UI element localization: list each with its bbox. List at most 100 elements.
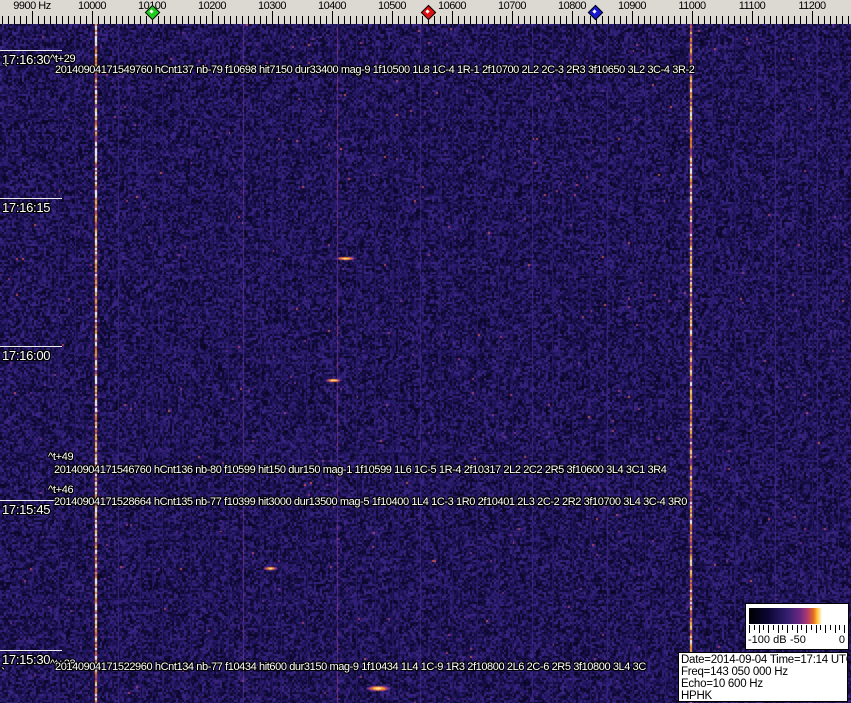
freq-tick — [542, 16, 543, 24]
freq-tick — [212, 11, 213, 24]
freq-tick — [284, 16, 285, 24]
freq-tick — [704, 16, 705, 24]
freq-axis-label: 11200 — [798, 0, 826, 12]
freq-tick — [86, 16, 87, 24]
colorbar-tick — [839, 625, 841, 630]
freq-tick — [644, 16, 645, 24]
freq-tick — [512, 11, 513, 24]
freq-tick — [296, 16, 297, 24]
freq-tick — [278, 16, 279, 24]
colorbar: -100 dB -50 0 — [745, 603, 849, 650]
spectrogram-waterfall[interactable] — [0, 24, 851, 703]
freq-tick — [290, 16, 291, 24]
colorbar-tick — [758, 625, 760, 633]
freq-tick — [362, 16, 363, 24]
echo-annotation: 20140904171528664 hCnt135 nb-77 f10399 h… — [54, 496, 687, 508]
freq-tick — [266, 16, 267, 24]
freq-tick — [242, 16, 243, 24]
freq-tick — [38, 16, 39, 24]
freq-tick — [338, 16, 339, 24]
colorbar-tick — [772, 625, 774, 630]
colorbar-tick — [801, 625, 803, 630]
freq-tick — [536, 16, 537, 24]
freq-tick — [308, 16, 309, 24]
time-tick-line — [0, 346, 62, 347]
colorbar-label-mid: -50 — [790, 634, 806, 646]
freq-tick — [572, 11, 573, 24]
freq-axis-label: 10600 — [437, 0, 467, 12]
colorbar-label-min: -100 dB — [748, 634, 787, 646]
freq-tick — [422, 16, 423, 24]
freq-tick — [26, 16, 27, 24]
echo-annotation: 20140904171549760 hCnt137 nb-79 f10698 h… — [55, 64, 695, 76]
freq-tick — [344, 16, 345, 24]
time-tick-line — [0, 198, 62, 199]
info-frequency: Freq=143 050 000 Hz — [681, 666, 788, 678]
freq-tick — [788, 16, 789, 24]
green-diamond-marker[interactable] — [144, 4, 161, 21]
freq-tick — [584, 16, 585, 24]
freq-tick — [464, 16, 465, 24]
freq-tick — [656, 16, 657, 24]
freq-tick — [506, 16, 507, 24]
freq-tick — [752, 11, 753, 24]
freq-tick — [74, 16, 75, 24]
freq-tick — [806, 16, 807, 24]
freq-tick — [2, 16, 3, 24]
freq-tick — [560, 16, 561, 24]
freq-tick — [566, 16, 567, 24]
freq-tick — [140, 16, 141, 24]
freq-tick — [98, 16, 99, 24]
freq-tick — [434, 16, 435, 24]
freq-tick — [686, 16, 687, 24]
freq-tick — [116, 16, 117, 24]
echo-marker-caret: ^t+28 — [50, 658, 76, 670]
freq-tick — [350, 16, 351, 24]
echo-annotation: 20140904171522960 hCnt134 nb-77 f10434 h… — [55, 661, 646, 673]
freq-tick — [608, 16, 609, 24]
freq-tick — [398, 16, 399, 24]
freq-tick — [392, 11, 393, 24]
freq-tick — [416, 16, 417, 24]
freq-tick — [254, 16, 255, 24]
freq-tick — [818, 16, 819, 24]
freq-tick — [638, 16, 639, 24]
freq-tick — [650, 16, 651, 24]
freq-tick — [518, 16, 519, 24]
freq-tick — [728, 16, 729, 24]
freq-tick — [194, 16, 195, 24]
freq-tick — [80, 16, 81, 24]
freq-tick — [68, 16, 69, 24]
freq-tick — [740, 16, 741, 24]
colorbar-tick — [806, 625, 807, 633]
freq-tick — [614, 16, 615, 24]
colorbar-tick — [782, 625, 784, 630]
freq-tick — [188, 16, 189, 24]
red-diamond-marker[interactable] — [420, 4, 437, 21]
freq-tick — [722, 16, 723, 24]
freq-tick — [272, 11, 273, 24]
freq-axis-label: 9900 Hz — [13, 0, 51, 12]
colorbar-tick — [787, 625, 788, 633]
freq-tick — [302, 16, 303, 24]
echo-marker-caret: ^t+46 — [48, 484, 74, 496]
info-date-time: Date=2014-09-04 Time=17:14 UTC — [681, 654, 851, 666]
freq-tick — [830, 16, 831, 24]
freq-tick — [356, 16, 357, 24]
freq-tick — [176, 16, 177, 24]
freq-tick — [50, 16, 51, 24]
freq-axis-label: 10300 — [257, 0, 287, 12]
blue-diamond-marker[interactable] — [587, 4, 604, 21]
freq-tick — [314, 16, 315, 24]
freq-tick — [446, 16, 447, 24]
freq-tick — [374, 16, 375, 24]
colorbar-tick — [815, 625, 817, 633]
freq-tick — [62, 16, 63, 24]
info-echo-frequency: Echo=10 600 Hz — [681, 678, 763, 690]
freq-axis-label: 10200 — [197, 0, 227, 12]
freq-tick — [578, 16, 579, 24]
time-label: 17:16:30 — [2, 52, 51, 67]
freq-tick — [662, 16, 663, 24]
freq-tick — [530, 16, 531, 24]
